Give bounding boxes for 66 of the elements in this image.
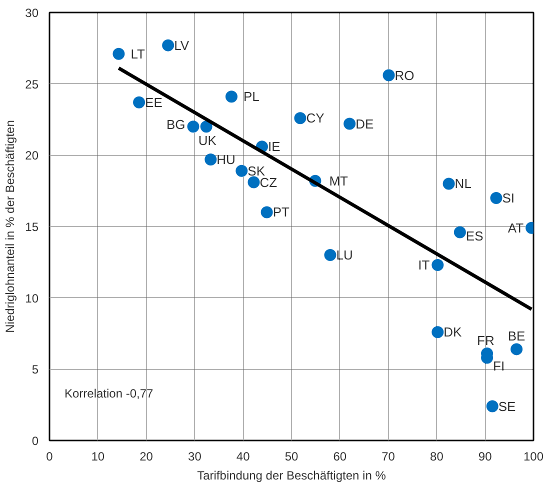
- annotation: FR: [477, 332, 494, 348]
- y-axis-title: Niedriglohnanteil in % der Beschäftigten: [3, 120, 18, 333]
- point: [344, 118, 356, 130]
- point: [133, 96, 146, 108]
- annotation: PL: [243, 89, 260, 104]
- annotation: CY: [306, 110, 325, 126]
- point: [204, 153, 217, 166]
- annotation: UK: [198, 133, 217, 148]
- y-tick-label: 0: [32, 434, 39, 448]
- x-tick-label: 100: [523, 450, 544, 464]
- annotation: BG: [166, 117, 186, 132]
- point: [236, 164, 248, 177]
- annotation: BE: [508, 328, 526, 344]
- y-tick-label: 15: [25, 220, 39, 234]
- annotation: HU: [216, 152, 236, 167]
- y-tick-label: 10: [25, 291, 39, 306]
- point: [382, 69, 395, 82]
- point: [432, 259, 444, 272]
- x-tick-label: 10: [91, 450, 105, 464]
- point: [112, 48, 125, 60]
- x-tick-label: 80: [430, 450, 444, 464]
- annotation: Korrelation -0,77: [64, 386, 154, 400]
- point: [324, 249, 336, 262]
- annotation: DE: [356, 116, 374, 132]
- x-tick-label: 30: [188, 450, 202, 464]
- x-tick-label: 90: [478, 450, 492, 464]
- annotation: FI: [493, 358, 505, 374]
- point: [248, 176, 260, 188]
- point: [490, 192, 502, 204]
- point: [225, 90, 238, 103]
- point: [294, 112, 306, 124]
- x-tick-label: 0: [46, 450, 54, 464]
- x-tick-label: 40: [236, 450, 250, 464]
- annotation: IE: [268, 139, 281, 154]
- annotation: ES: [466, 228, 484, 244]
- y-tick-label: 5: [32, 362, 39, 377]
- y-tick-label: 20: [25, 148, 39, 163]
- annotation: SE: [498, 398, 516, 414]
- y-tick-label: 30: [25, 6, 39, 20]
- annotation: EE: [145, 94, 163, 110]
- annotation: SI: [502, 190, 515, 206]
- point: [432, 326, 444, 338]
- annotation: LU: [336, 248, 353, 263]
- x-tick-label: 50: [284, 450, 298, 464]
- annotation: NL: [454, 176, 472, 192]
- x-tick-label: 60: [333, 450, 347, 464]
- annotation: IT: [418, 258, 430, 273]
- point: [442, 178, 455, 190]
- annotation: DK: [444, 324, 462, 340]
- point: [187, 120, 200, 133]
- annotation: RO: [394, 68, 414, 83]
- annotation: LV: [174, 38, 190, 53]
- point: [486, 400, 498, 412]
- y-tick-label: 25: [25, 77, 39, 92]
- annotation: PT: [272, 204, 290, 220]
- annotation: AT: [508, 220, 524, 236]
- point: [162, 39, 174, 52]
- point: [454, 226, 466, 238]
- x-tick-label: 20: [140, 450, 154, 464]
- annotation: MT: [329, 173, 348, 188]
- point: [510, 343, 523, 356]
- x-axis-title: Tarifbindung der Beschäftigten in %: [197, 468, 386, 482]
- x-tick-label: 70: [382, 450, 396, 464]
- annotation: LT: [130, 46, 145, 62]
- point: [260, 206, 273, 218]
- point: [200, 120, 212, 133]
